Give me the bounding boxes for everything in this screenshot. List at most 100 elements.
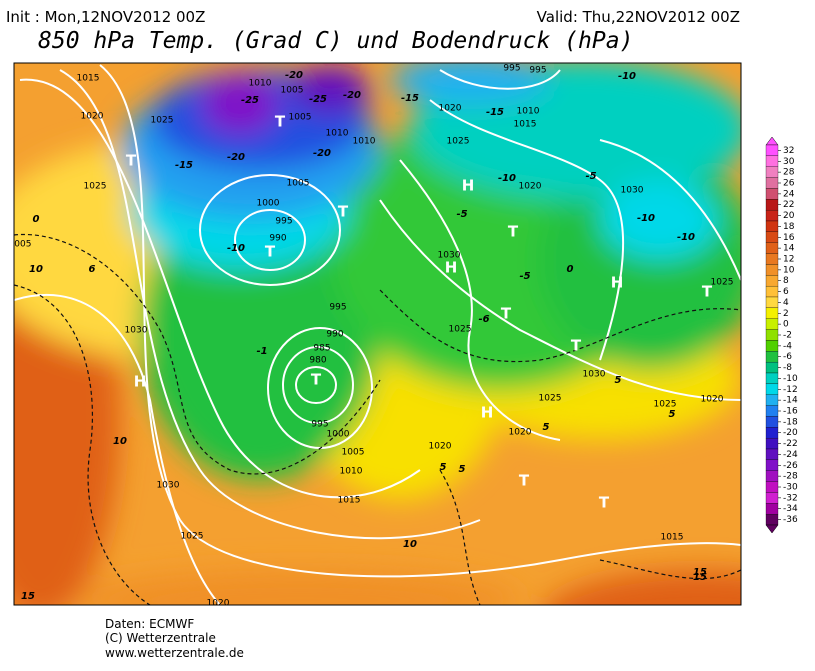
pressure-label: 1020 [439, 104, 462, 114]
footer-line: (C) Wetterzentrale [105, 631, 216, 645]
colorbar-label: 16 [783, 233, 795, 243]
colorbar-label: -18 [783, 417, 798, 427]
temperature-label: 6 [89, 264, 96, 275]
temperature-label: 15 [21, 591, 35, 602]
colorbar-swatch [765, 264, 779, 276]
temperature-label: 5 [459, 464, 466, 475]
pressure-center: H [462, 177, 475, 195]
pressure-label: 1000 [327, 430, 350, 440]
pressure-label: 995 [529, 66, 546, 76]
colorbar-swatch [765, 470, 779, 482]
colorbar-label: 32 [783, 146, 794, 156]
colorbar-label: 14 [783, 244, 795, 254]
pressure-label: 1005 [9, 240, 32, 250]
colorbar-swatch [765, 492, 779, 504]
colorbar-label: -36 [783, 515, 798, 525]
colorbar-label: -22 [783, 439, 798, 449]
temperature-label: -15 [401, 93, 419, 104]
pressure-label: 1010 [353, 137, 376, 147]
temperature-label: -1 [256, 346, 267, 357]
pressure-label: 1010 [249, 79, 272, 89]
temperature-label: 15 [693, 567, 707, 578]
colorbar-swatch [765, 481, 779, 493]
temperature-label: -15 [175, 160, 193, 171]
pressure-center: T [571, 337, 582, 355]
temperature-label: -10 [227, 243, 245, 254]
colorbar-label: 0 [783, 320, 789, 330]
colorbar-swatch [765, 459, 779, 471]
pressure-center: H [134, 373, 147, 391]
colorbar-swatch [765, 427, 779, 439]
colorbar-swatch [765, 394, 779, 406]
pressure-center: T [501, 305, 512, 323]
pressure-label: 1020 [81, 112, 104, 122]
pressure-center: H [445, 259, 458, 277]
colorbar-arrow [765, 136, 779, 146]
colorbar-swatch [765, 361, 779, 374]
pressure-label: 1000 [257, 199, 280, 209]
pressure-center: T [311, 371, 322, 389]
colorbar-swatch [765, 220, 779, 233]
pressure-center: T [126, 152, 137, 170]
pressure-label: 1015 [661, 533, 684, 543]
temperature-label: 15 [693, 572, 707, 583]
pressure-center: T [702, 283, 713, 301]
temperature-label: 10 [29, 264, 43, 275]
colorbar-swatch [765, 209, 779, 222]
pressure-center: T [265, 243, 276, 261]
colorbar-label: 18 [783, 222, 795, 232]
colorbar-label: -34 [783, 504, 798, 514]
pressure-label: 985 [313, 344, 330, 354]
pressure-label: 1010 [340, 467, 363, 477]
colorbar-swatch [765, 383, 779, 395]
pressure-label: 990 [269, 234, 286, 244]
colorbar-label: -6 [783, 352, 792, 362]
pressure-label: 995 [275, 217, 292, 227]
colorbar-label: -8 [783, 363, 792, 373]
pressure-center: T [599, 494, 610, 512]
colorbar: 32302826242220181614121086420-2-4-6-8-10… [765, 136, 798, 534]
pressure-label: 1010 [326, 129, 349, 139]
colorbar-swatch [765, 296, 779, 309]
colorbar-swatch [765, 448, 779, 461]
pressure-center: H [611, 274, 624, 292]
temperature-label: 5 [615, 375, 622, 386]
pressure-label: 1015 [338, 496, 361, 506]
colorbar-label: 2 [783, 309, 789, 319]
colorbar-label: 6 [783, 287, 789, 297]
colorbar-swatch [765, 416, 779, 428]
temperature-label: -20 [313, 148, 331, 159]
pressure-center: T [508, 223, 519, 241]
temperature-label: 10 [113, 436, 127, 447]
footer-line: Daten: ECMWF [105, 617, 194, 631]
pressure-label: 1030 [621, 186, 644, 196]
colorbar-swatch [765, 318, 779, 330]
colorbar-label: -30 [783, 483, 798, 493]
pressure-label: 1030 [157, 481, 180, 491]
pressure-label: 1020 [519, 182, 542, 192]
colorbar-swatch [765, 372, 779, 385]
colorbar-swatch [765, 253, 779, 265]
colorbar-swatch [765, 275, 779, 287]
colorbar-label: 30 [783, 157, 795, 167]
temperature-label: -15 [486, 107, 504, 118]
pressure-label: 995 [329, 303, 346, 313]
temperature-label: -10 [498, 173, 516, 184]
colorbar-swatch [765, 405, 779, 417]
pressure-label: 1025 [151, 116, 174, 126]
colorbar-swatch [765, 285, 779, 298]
temperature-label: -20 [227, 152, 245, 163]
pressure-label: 1005 [287, 179, 310, 189]
pressure-label: 1020 [509, 428, 532, 438]
colorbar-label: -24 [783, 450, 798, 460]
pressure-label: 1010 [517, 107, 540, 117]
temperature-label: -20 [285, 70, 303, 81]
colorbar-swatch [765, 199, 779, 211]
pressure-label: 1025 [449, 325, 472, 335]
colorbar-label: 26 [783, 179, 795, 189]
colorbar-label: 28 [783, 168, 795, 178]
map-frame [13, 62, 742, 606]
